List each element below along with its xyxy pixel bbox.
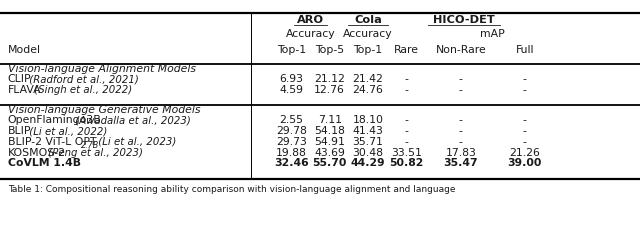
Text: Top-1: Top-1 (353, 45, 383, 55)
Text: ARO: ARO (297, 15, 324, 25)
Text: -: - (404, 126, 408, 136)
Text: Top-5: Top-5 (315, 45, 344, 55)
Text: 21.26: 21.26 (509, 148, 540, 158)
Text: 6.93: 6.93 (279, 74, 303, 84)
Text: mAP: mAP (481, 29, 505, 39)
Text: HICO-DET: HICO-DET (433, 15, 495, 25)
Text: 7.11: 7.11 (317, 115, 342, 125)
Text: 29.78: 29.78 (276, 126, 307, 136)
Text: Rare: Rare (394, 45, 419, 55)
Text: Vision-language Generative Models: Vision-language Generative Models (8, 105, 200, 115)
Text: FLAVA: FLAVA (8, 85, 42, 95)
Text: -: - (459, 74, 463, 84)
Text: Accuracy: Accuracy (343, 29, 393, 39)
Text: 33.51: 33.51 (391, 148, 422, 158)
Text: OpenFlamingo3B: OpenFlamingo3B (8, 115, 101, 125)
Text: (Singh et al., 2022): (Singh et al., 2022) (31, 85, 132, 95)
Text: -: - (523, 74, 527, 84)
Text: -: - (459, 126, 463, 136)
Text: 41.43: 41.43 (353, 126, 383, 136)
Text: -: - (523, 137, 527, 147)
Text: (Awadalla et al., 2023): (Awadalla et al., 2023) (72, 115, 191, 125)
Text: -: - (459, 115, 463, 125)
Text: Table 1: Compositional reasoning ability comparison with vision-language alignme: Table 1: Compositional reasoning ability… (8, 185, 455, 194)
Text: 21.42: 21.42 (353, 74, 383, 84)
Text: -: - (459, 137, 463, 147)
Text: (Li et al., 2023): (Li et al., 2023) (95, 137, 177, 147)
Text: (Peng et al., 2023): (Peng et al., 2023) (45, 148, 143, 158)
Text: 21.12: 21.12 (314, 74, 345, 84)
Text: 17.83: 17.83 (445, 148, 476, 158)
Text: -: - (523, 85, 527, 95)
Text: -: - (404, 137, 408, 147)
Text: Full: Full (516, 45, 534, 55)
Text: -: - (404, 85, 408, 95)
Text: 35.71: 35.71 (353, 137, 383, 147)
Text: BLIP: BLIP (8, 126, 31, 136)
Text: (Radford et al., 2021): (Radford et al., 2021) (26, 74, 139, 84)
Text: 12.76: 12.76 (314, 85, 345, 95)
Text: 18.10: 18.10 (353, 115, 383, 125)
Text: Top-1: Top-1 (276, 45, 306, 55)
Text: 29.73: 29.73 (276, 137, 307, 147)
Text: Accuracy: Accuracy (285, 29, 335, 39)
Text: KOSMOS-2: KOSMOS-2 (8, 148, 66, 158)
Text: -: - (459, 85, 463, 95)
Text: 24.76: 24.76 (353, 85, 383, 95)
Text: 4.59: 4.59 (279, 85, 303, 95)
Text: 32.46: 32.46 (274, 158, 308, 168)
Text: 19.88: 19.88 (276, 148, 307, 158)
Text: 43.69: 43.69 (314, 148, 345, 158)
Text: Vision-language Alignment Models: Vision-language Alignment Models (8, 64, 196, 74)
Text: -: - (523, 115, 527, 125)
Text: 2.55: 2.55 (279, 115, 303, 125)
Text: 55.70: 55.70 (312, 158, 347, 168)
Text: -: - (404, 115, 408, 125)
Text: CoVLM 1.4B: CoVLM 1.4B (8, 158, 81, 168)
Text: Model: Model (8, 45, 41, 55)
Text: 54.18: 54.18 (314, 126, 345, 136)
Text: 35.47: 35.47 (444, 158, 478, 168)
Text: 2.7B: 2.7B (81, 141, 100, 150)
Text: -: - (404, 74, 408, 84)
Text: 30.48: 30.48 (353, 148, 383, 158)
Text: 39.00: 39.00 (508, 158, 542, 168)
Text: CLIP: CLIP (8, 74, 31, 84)
Text: 44.29: 44.29 (351, 158, 385, 168)
Text: 54.91: 54.91 (314, 137, 345, 147)
Text: BLIP-2 ViT-L OPT: BLIP-2 ViT-L OPT (8, 137, 96, 147)
Text: -: - (523, 126, 527, 136)
Text: 50.82: 50.82 (389, 158, 424, 168)
Text: Cola: Cola (354, 15, 382, 25)
Text: (Li et al., 2022): (Li et al., 2022) (26, 126, 108, 136)
Text: Non-Rare: Non-Rare (435, 45, 486, 55)
